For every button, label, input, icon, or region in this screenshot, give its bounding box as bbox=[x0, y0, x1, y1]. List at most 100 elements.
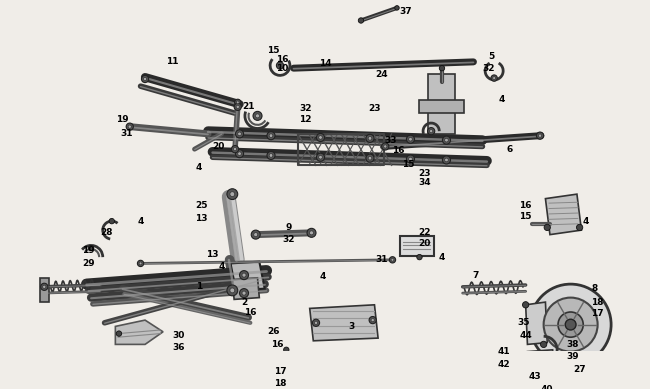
Text: 11: 11 bbox=[166, 57, 178, 67]
Circle shape bbox=[523, 301, 529, 308]
Circle shape bbox=[544, 224, 551, 231]
Text: 4: 4 bbox=[583, 217, 589, 226]
Circle shape bbox=[428, 128, 435, 135]
Circle shape bbox=[276, 62, 283, 69]
Circle shape bbox=[541, 341, 547, 347]
Circle shape bbox=[439, 65, 445, 71]
Circle shape bbox=[313, 319, 320, 326]
Text: 4: 4 bbox=[137, 217, 144, 226]
Text: 43: 43 bbox=[528, 372, 541, 381]
Circle shape bbox=[230, 288, 235, 293]
Circle shape bbox=[530, 284, 611, 365]
Circle shape bbox=[231, 145, 239, 153]
Circle shape bbox=[445, 138, 448, 142]
Circle shape bbox=[409, 137, 412, 141]
Circle shape bbox=[543, 298, 597, 352]
Circle shape bbox=[577, 224, 583, 231]
Circle shape bbox=[417, 254, 422, 260]
Text: 44: 44 bbox=[519, 331, 532, 340]
Text: 31: 31 bbox=[121, 130, 133, 138]
Circle shape bbox=[317, 153, 324, 161]
Text: 7: 7 bbox=[472, 271, 478, 280]
Circle shape bbox=[358, 18, 364, 23]
Circle shape bbox=[238, 132, 241, 136]
Text: 10: 10 bbox=[276, 64, 289, 73]
Circle shape bbox=[269, 154, 273, 157]
Circle shape bbox=[116, 331, 122, 336]
Circle shape bbox=[368, 156, 372, 160]
Polygon shape bbox=[40, 278, 49, 302]
Circle shape bbox=[267, 131, 275, 140]
Circle shape bbox=[445, 158, 448, 162]
Circle shape bbox=[239, 271, 248, 280]
Text: 40: 40 bbox=[541, 385, 554, 389]
Circle shape bbox=[536, 132, 543, 139]
Text: 34: 34 bbox=[419, 178, 431, 187]
Circle shape bbox=[368, 137, 372, 140]
Circle shape bbox=[235, 150, 244, 158]
Circle shape bbox=[109, 219, 114, 224]
Circle shape bbox=[309, 231, 313, 235]
Text: 16: 16 bbox=[244, 308, 257, 317]
Text: 17: 17 bbox=[592, 309, 604, 318]
Polygon shape bbox=[231, 262, 265, 291]
Text: 35: 35 bbox=[517, 318, 530, 327]
Text: 4: 4 bbox=[499, 95, 506, 104]
Circle shape bbox=[137, 260, 144, 266]
Text: 14: 14 bbox=[318, 59, 332, 68]
Text: 25: 25 bbox=[196, 202, 208, 210]
Text: 32: 32 bbox=[283, 235, 295, 244]
Text: 2: 2 bbox=[241, 298, 247, 307]
Text: 18: 18 bbox=[274, 378, 286, 387]
Circle shape bbox=[230, 192, 235, 196]
Polygon shape bbox=[419, 100, 465, 113]
Circle shape bbox=[430, 130, 433, 133]
Text: 12: 12 bbox=[299, 115, 311, 124]
Circle shape bbox=[317, 133, 324, 142]
Circle shape bbox=[253, 111, 262, 120]
Text: 4: 4 bbox=[439, 252, 445, 262]
Circle shape bbox=[366, 134, 374, 142]
Text: 23: 23 bbox=[369, 104, 381, 113]
Text: 30: 30 bbox=[172, 331, 185, 340]
Circle shape bbox=[366, 154, 374, 162]
Circle shape bbox=[41, 283, 48, 291]
Circle shape bbox=[88, 245, 94, 251]
Circle shape bbox=[395, 6, 399, 10]
Circle shape bbox=[315, 321, 318, 324]
Text: 16: 16 bbox=[519, 202, 532, 210]
Circle shape bbox=[234, 103, 241, 110]
Circle shape bbox=[307, 228, 316, 237]
Text: 4: 4 bbox=[218, 262, 225, 271]
Text: 16: 16 bbox=[271, 340, 283, 349]
Circle shape bbox=[235, 130, 244, 138]
Text: 20: 20 bbox=[419, 239, 431, 248]
Circle shape bbox=[409, 157, 412, 161]
Text: 9: 9 bbox=[286, 223, 292, 232]
Text: 16: 16 bbox=[392, 145, 404, 154]
Circle shape bbox=[237, 101, 239, 104]
Circle shape bbox=[255, 114, 259, 118]
Text: 3: 3 bbox=[349, 322, 355, 331]
Circle shape bbox=[269, 134, 273, 137]
Bar bbox=[400, 237, 434, 256]
Circle shape bbox=[369, 317, 376, 324]
Circle shape bbox=[532, 374, 538, 380]
Text: 22: 22 bbox=[419, 228, 431, 237]
Circle shape bbox=[493, 77, 495, 79]
Circle shape bbox=[128, 125, 131, 128]
Text: 16: 16 bbox=[276, 55, 289, 64]
Polygon shape bbox=[232, 278, 259, 300]
Circle shape bbox=[139, 262, 142, 265]
Polygon shape bbox=[115, 320, 163, 344]
Circle shape bbox=[318, 136, 322, 139]
Circle shape bbox=[126, 123, 133, 130]
Circle shape bbox=[227, 285, 238, 296]
Circle shape bbox=[443, 156, 450, 164]
Polygon shape bbox=[527, 350, 554, 380]
Circle shape bbox=[566, 319, 576, 330]
Text: 32: 32 bbox=[482, 64, 495, 73]
Text: 26: 26 bbox=[267, 327, 280, 336]
Text: 37: 37 bbox=[400, 7, 412, 16]
Text: 31: 31 bbox=[376, 255, 388, 264]
